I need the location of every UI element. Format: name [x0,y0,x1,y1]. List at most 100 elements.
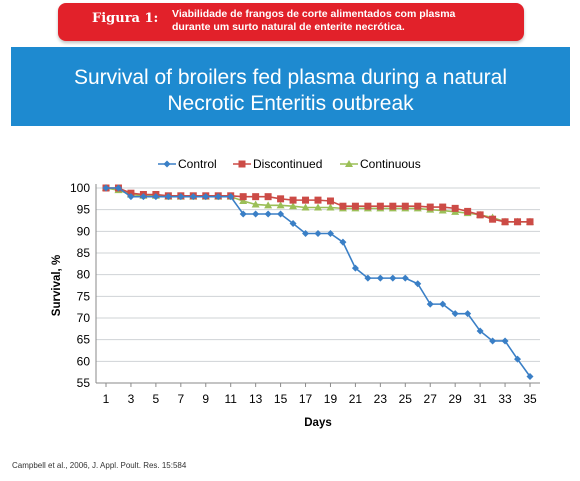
data-point-discontinued [339,202,347,210]
data-point-control [314,230,322,237]
data-point-discontinued [514,218,522,226]
data-point-control [214,193,222,201]
legend-item-continuous: Continuous [340,157,421,171]
data-point-discontinued [326,197,334,205]
data-point-discontinued [376,202,384,210]
data-point-control [414,280,422,288]
legend-swatch-marker [345,160,353,167]
data-point-discontinued [314,196,322,204]
data-point-control [439,300,447,308]
data-point-continuous [239,197,248,204]
data-point-continuous [289,202,298,210]
legend-swatch-marker [163,160,171,168]
chart-title-line-1: Survival of broilers fed plasma during a… [73,66,508,89]
data-point-continuous [276,201,285,209]
x-tick-label: 1 [103,392,110,406]
x-axis-title: Days [304,417,332,429]
data-point-continuous [326,203,335,211]
x-tick-label: 19 [324,392,338,406]
x-tick-label: 17 [299,392,313,406]
y-tick-label: 65 [77,333,91,347]
y-tick-label: 100 [70,181,90,195]
legend-item-control: Control [158,157,217,171]
data-point-continuous [264,201,273,209]
x-tick-label: 23 [374,392,388,406]
data-point-discontinued [289,196,297,204]
chart-title-band [11,47,570,126]
x-tick-label: 5 [153,392,160,406]
y-tick-label: 95 [77,203,91,217]
legend-label: Control [178,157,217,171]
x-tick-label: 25 [399,392,413,406]
y-tick-label: 80 [77,268,91,282]
data-point-continuous [251,200,260,208]
data-point-discontinued [302,196,310,204]
data-point-control [239,210,247,218]
x-tick-label: 21 [349,392,363,406]
data-point-control [464,310,472,318]
data-point-discontinued [351,202,359,210]
data-point-discontinued [464,207,472,215]
data-point-discontinued [451,204,459,212]
figure-caption-line-2: durante um surto natural de enterite nec… [172,21,405,33]
data-point-discontinued [401,202,409,210]
y-tick-label: 60 [77,354,91,368]
data-point-discontinued [489,215,497,223]
data-point-discontinued [364,202,372,210]
data-point-discontinued [389,202,397,210]
y-tick-label: 85 [77,246,91,260]
data-point-control [364,274,372,282]
data-point-control [426,300,434,308]
data-point-control [102,184,110,192]
x-tick-label: 27 [424,392,438,406]
data-point-control [139,193,147,201]
y-tick-label: 90 [77,224,91,238]
data-point-control [401,274,409,282]
legend-label: Continuous [360,157,421,171]
data-point-discontinued [239,193,247,201]
data-point-discontinued [414,202,422,210]
legend-label: Discontinued [253,157,322,171]
data-point-control [501,337,509,345]
y-tick-label: 55 [77,376,91,390]
data-point-control [526,373,534,380]
data-point-control [489,337,497,345]
figure-label: Figura 1: [92,11,159,26]
data-point-control [302,230,310,237]
data-point-discontinued [526,218,534,226]
y-tick-label: 75 [77,289,91,303]
data-point-control [177,193,185,201]
series-continuous [102,184,534,225]
data-point-discontinued [264,193,272,201]
data-point-discontinued [252,193,260,201]
data-point-control [289,220,297,228]
data-point-control [389,274,397,282]
data-point-control [152,193,160,201]
series-line-control [106,187,531,377]
x-tick-label: 29 [448,392,462,406]
data-point-discontinued [439,203,447,211]
data-point-control [376,274,384,282]
x-tick-label: 7 [177,392,184,406]
data-point-discontinued [426,203,434,211]
data-point-discontinued [501,218,509,226]
legend-swatch-marker [238,160,246,168]
data-point-control [264,210,272,218]
x-tick-label: 33 [498,392,512,406]
data-point-discontinued [277,195,285,203]
legend-item-discontinued: Discontinued [233,157,322,171]
x-tick-label: 31 [473,392,487,406]
data-point-control [451,310,459,318]
data-point-control [339,238,347,246]
data-point-discontinued [476,211,484,219]
data-point-control [127,193,135,201]
data-point-control [351,264,359,272]
data-point-continuous [314,203,322,211]
figure-caption: Viabilidade de frangos de corte alimenta… [172,8,512,34]
data-point-control [164,193,172,201]
y-tick-label: 70 [77,311,91,325]
x-tick-label: 3 [128,392,135,406]
x-tick-label: 15 [274,392,288,406]
x-tick-label: 11 [224,392,237,406]
